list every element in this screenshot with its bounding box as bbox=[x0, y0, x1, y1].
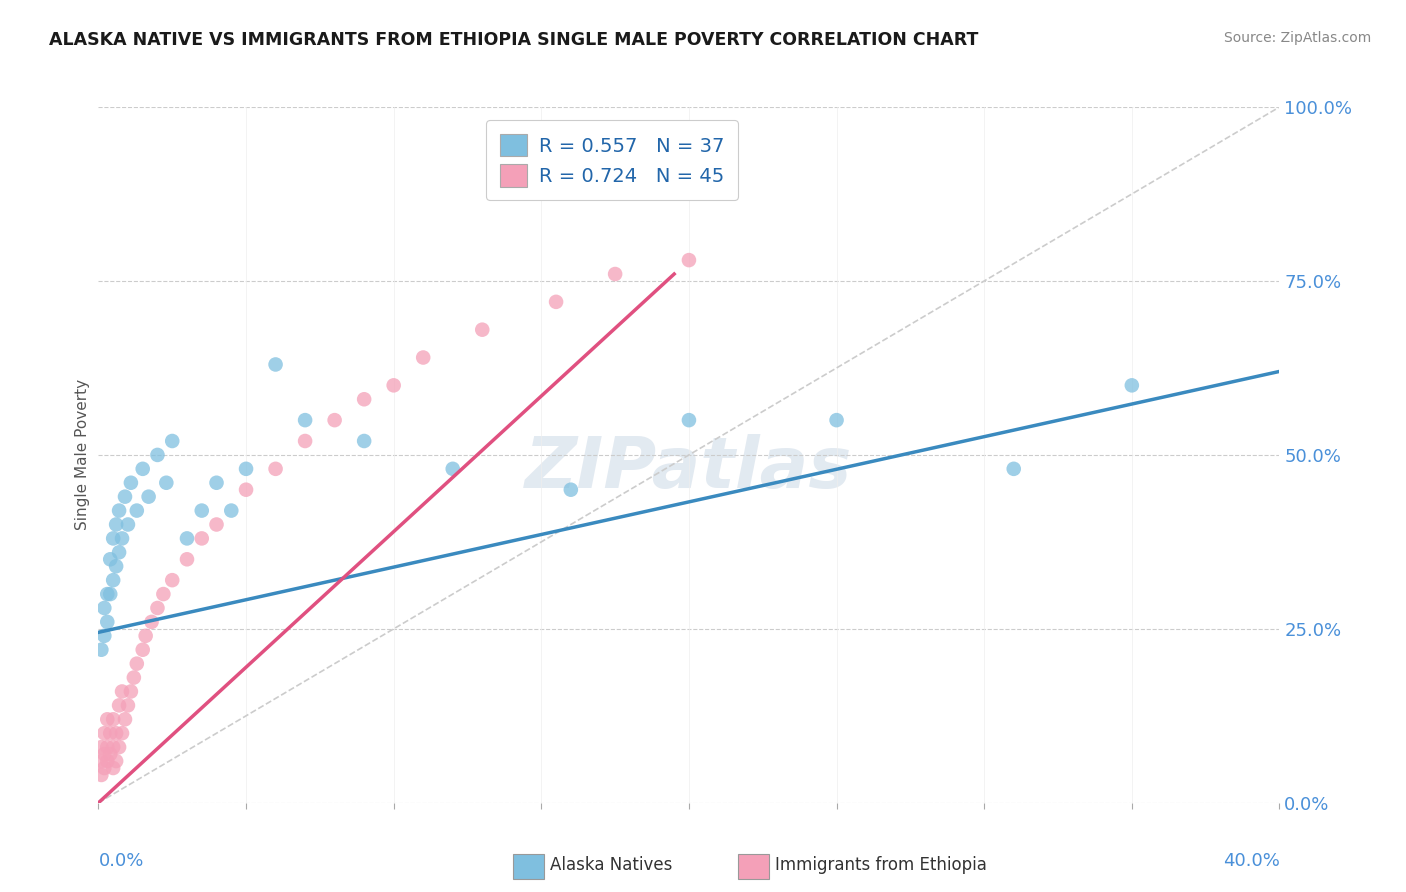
Text: Source: ZipAtlas.com: Source: ZipAtlas.com bbox=[1223, 31, 1371, 45]
Point bbox=[93, 601, 115, 615]
Point bbox=[294, 413, 316, 427]
Point bbox=[1002, 462, 1025, 476]
Point bbox=[120, 684, 142, 698]
Point bbox=[471, 323, 494, 337]
Point bbox=[205, 475, 228, 490]
Point bbox=[138, 490, 160, 504]
Point bbox=[191, 532, 214, 546]
Text: 40.0%: 40.0% bbox=[1223, 852, 1279, 870]
Point bbox=[93, 747, 115, 761]
Y-axis label: Single Male Poverty: Single Male Poverty bbox=[75, 379, 90, 531]
Point bbox=[90, 740, 112, 755]
Point bbox=[93, 726, 115, 740]
Point bbox=[323, 413, 346, 427]
Point bbox=[105, 559, 128, 574]
Point bbox=[152, 587, 174, 601]
Point bbox=[132, 642, 155, 657]
Point bbox=[141, 615, 163, 629]
Point bbox=[103, 740, 125, 755]
Point bbox=[294, 434, 316, 448]
Point bbox=[120, 475, 142, 490]
Point bbox=[90, 754, 112, 768]
Point bbox=[146, 601, 169, 615]
Point bbox=[219, 503, 242, 517]
Point bbox=[125, 657, 148, 671]
Point bbox=[155, 475, 177, 490]
Point bbox=[96, 615, 118, 629]
Point bbox=[353, 392, 375, 407]
Point bbox=[678, 253, 700, 268]
Point bbox=[235, 462, 257, 476]
Point bbox=[176, 532, 198, 546]
Point bbox=[546, 294, 568, 309]
Point bbox=[114, 712, 136, 726]
Point bbox=[191, 503, 214, 517]
Point bbox=[176, 552, 198, 566]
Point bbox=[90, 642, 112, 657]
Point bbox=[125, 503, 148, 517]
Point bbox=[103, 761, 125, 775]
Point bbox=[111, 684, 134, 698]
Point bbox=[114, 490, 136, 504]
Point bbox=[96, 587, 118, 601]
Point bbox=[98, 726, 121, 740]
Text: Immigrants from Ethiopia: Immigrants from Ethiopia bbox=[775, 856, 987, 874]
Point bbox=[111, 532, 134, 546]
Point bbox=[93, 629, 115, 643]
Point bbox=[117, 517, 139, 532]
Point bbox=[108, 545, 131, 559]
Point bbox=[678, 413, 700, 427]
Point bbox=[162, 434, 183, 448]
Text: 0.0%: 0.0% bbox=[98, 852, 143, 870]
Point bbox=[103, 573, 125, 587]
Point bbox=[108, 503, 131, 517]
Point bbox=[146, 448, 169, 462]
Text: Alaska Natives: Alaska Natives bbox=[550, 856, 672, 874]
Point bbox=[1121, 378, 1143, 392]
Point bbox=[135, 629, 157, 643]
Point bbox=[103, 712, 125, 726]
Point bbox=[105, 726, 128, 740]
Point bbox=[105, 754, 128, 768]
Point bbox=[117, 698, 139, 713]
Point bbox=[98, 552, 121, 566]
Point bbox=[264, 358, 287, 372]
Point bbox=[825, 413, 848, 427]
Point bbox=[132, 462, 155, 476]
Point bbox=[98, 587, 121, 601]
Point bbox=[382, 378, 405, 392]
Point bbox=[108, 698, 131, 713]
Point bbox=[605, 267, 627, 281]
Point bbox=[264, 462, 287, 476]
Point bbox=[560, 483, 582, 497]
Point bbox=[122, 671, 145, 685]
Point bbox=[162, 573, 183, 587]
Point bbox=[108, 740, 131, 755]
Point bbox=[90, 768, 112, 782]
Point bbox=[96, 740, 118, 755]
Point bbox=[98, 747, 121, 761]
Point bbox=[441, 462, 464, 476]
Text: ZIPatlas: ZIPatlas bbox=[526, 434, 852, 503]
Point bbox=[93, 761, 115, 775]
Point bbox=[412, 351, 434, 365]
Point bbox=[103, 532, 125, 546]
Point bbox=[353, 434, 375, 448]
Legend: R = 0.557   N = 37, R = 0.724   N = 45: R = 0.557 N = 37, R = 0.724 N = 45 bbox=[486, 120, 738, 200]
Point bbox=[96, 712, 118, 726]
Point bbox=[105, 517, 128, 532]
Point bbox=[235, 483, 257, 497]
Text: ALASKA NATIVE VS IMMIGRANTS FROM ETHIOPIA SINGLE MALE POVERTY CORRELATION CHART: ALASKA NATIVE VS IMMIGRANTS FROM ETHIOPI… bbox=[49, 31, 979, 49]
Point bbox=[205, 517, 228, 532]
Point bbox=[96, 754, 118, 768]
Point bbox=[111, 726, 134, 740]
